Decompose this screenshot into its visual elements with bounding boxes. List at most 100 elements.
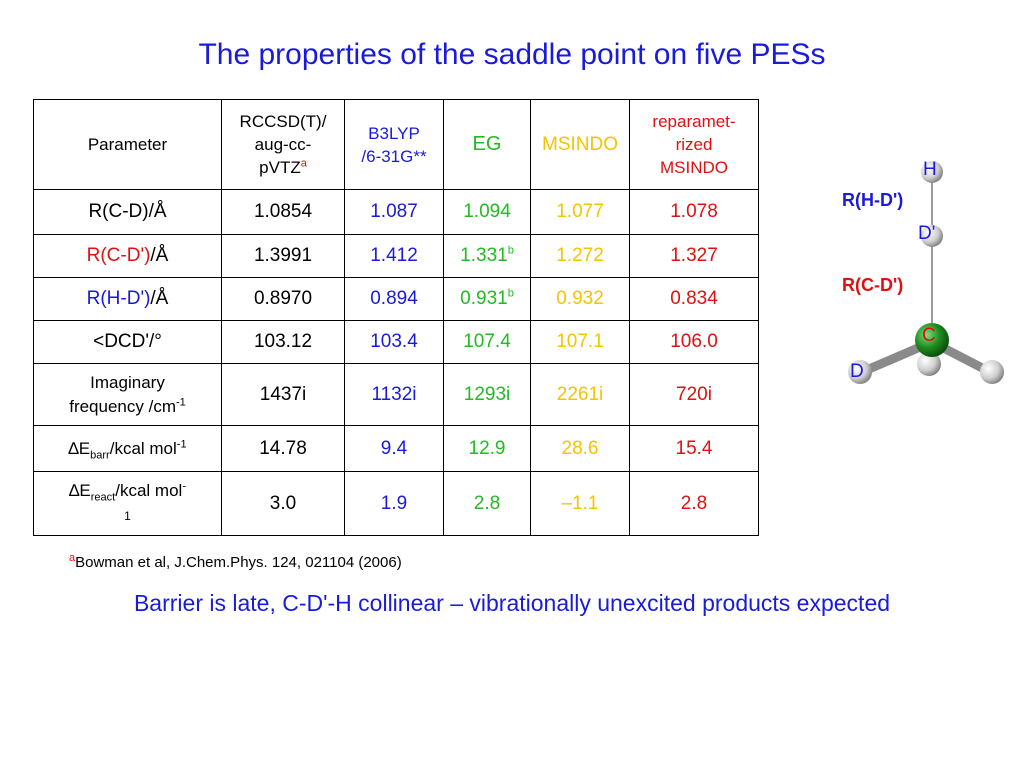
- table-row: R(C-D)/Å 1.0854 1.087 1.094 1.077 1.078: [33, 189, 759, 235]
- molecule-structure-icon: [848, 161, 1004, 384]
- header-rccsd-line3: pVTZ: [259, 158, 301, 177]
- rep-cell: 720i: [629, 363, 759, 426]
- atom-h: [921, 161, 943, 183]
- msindo-cell: 1.272: [530, 234, 630, 278]
- msindo-cell: 0.932: [530, 277, 630, 321]
- param-superscript-wrap: 1: [124, 509, 131, 523]
- msindo-cell: 28.6: [530, 425, 630, 472]
- param-label: R(C-D)/Å: [88, 201, 167, 222]
- rccsd-cell: 1.3991: [221, 234, 345, 278]
- eg-cell: 1.331b: [443, 234, 531, 278]
- delta-symbol: ∆E: [69, 481, 91, 500]
- b3lyp-cell: 1.412: [344, 234, 444, 278]
- rep-cell: 1.327: [629, 234, 759, 278]
- eg-cell: 0.931b: [443, 277, 531, 321]
- rep-cell: 2.8: [629, 471, 759, 536]
- table-row: ∆Ebarr/kcal mol-1 14.78 9.4 12.9 28.6 15…: [33, 425, 759, 472]
- b3lyp-cell: 103.4: [344, 320, 444, 364]
- param-cell: R(C-D')/Å: [33, 234, 222, 278]
- b3lyp-cell: 1.9: [344, 471, 444, 536]
- atom-c: [915, 323, 949, 357]
- table-header-row: Parameter RCCSD(T)/ aug-cc- pVTZa B3LYP …: [33, 99, 759, 190]
- rccsd-cell: 1437i: [221, 363, 345, 426]
- b3lyp-cell: 1.087: [344, 189, 444, 235]
- back-atom: [917, 352, 941, 376]
- param-label-line2: frequency /cm: [69, 396, 176, 416]
- eg-footnote-mark: b: [507, 244, 514, 257]
- header-msindo-label: MSINDO: [542, 134, 618, 155]
- param-cell: R(H-D')/Å: [33, 277, 222, 321]
- b3lyp-cell: 9.4: [344, 425, 444, 472]
- table-row: <DCD'/° 103.12 103.4 107.4 107.1 106.0: [33, 320, 759, 364]
- eg-value: 1.331: [460, 245, 508, 266]
- msindo-cell: –1.1: [530, 471, 630, 536]
- param-label: <DCD'/°: [93, 331, 162, 352]
- footnote-text: Bowman et al, J.Chem.Phys. 124, 021104 (…: [75, 554, 402, 571]
- label-d: D: [850, 361, 864, 382]
- footnote-mark: a: [69, 552, 76, 564]
- rep-cell: 106.0: [629, 320, 759, 364]
- param-cell: ∆Ebarr/kcal mol-1: [33, 425, 222, 472]
- eg-cell: 1293i: [443, 363, 531, 426]
- param-subscript: barr: [90, 448, 110, 461]
- eg-footnote-mark: b: [507, 287, 514, 300]
- header-eg-label: EG: [472, 133, 502, 155]
- table-row: Imaginary frequency /cm-1 1437i 1132i 12…: [33, 363, 759, 426]
- properties-table: Parameter RCCSD(T)/ aug-cc- pVTZa B3LYP …: [33, 99, 759, 536]
- param-label-colored: R(C-D'): [86, 245, 151, 266]
- header-b3lyp-line1: B3LYP: [368, 123, 420, 143]
- table-row: ∆Ereact/kcal mol- 1 3.0 1.9 2.8 –1.1 2.8: [33, 471, 759, 536]
- eg-cell: 107.4: [443, 320, 531, 364]
- eg-cell: 12.9: [443, 425, 531, 472]
- rccsd-cell: 0.8970: [221, 277, 345, 321]
- header-msindo: MSINDO: [530, 99, 630, 190]
- label-r-hd: R(H-D'): [842, 190, 904, 210]
- param-unit: /Å: [150, 245, 169, 266]
- atom-d: [848, 360, 872, 384]
- conclusion-text: Barrier is late, C-D'-H collinear – vibr…: [133, 590, 891, 616]
- rccsd-cell: 3.0: [221, 471, 345, 536]
- delta-symbol: ∆E: [68, 438, 91, 458]
- param-superscript: -1: [176, 437, 187, 450]
- param-unit: /kcal mol: [115, 481, 183, 500]
- header-rep-line1: reparamet-: [652, 112, 736, 131]
- header-b3lyp: B3LYP /6-31G**: [344, 99, 444, 190]
- eg-cell: 1.094: [443, 189, 531, 235]
- header-b3lyp-line2: /6-31G**: [361, 146, 427, 166]
- param-unit: /Å: [150, 288, 169, 309]
- rep-cell: 15.4: [629, 425, 759, 472]
- header-reparametrized: reparamet- rized MSINDO: [629, 99, 759, 190]
- rccsd-cell: 103.12: [221, 320, 345, 364]
- atom-d-prime: [921, 225, 943, 247]
- param-label-line1: Imaginary: [90, 372, 165, 392]
- label-d-prime: D': [918, 223, 936, 244]
- label-r-cd: R(C-D'): [842, 275, 904, 295]
- param-cell: ∆Ereact/kcal mol- 1: [33, 471, 222, 536]
- header-parameter-label: Parameter: [87, 135, 168, 154]
- header-eg: EG: [443, 99, 531, 190]
- param-subscript: react: [90, 491, 116, 504]
- param-superscript: -: [182, 480, 186, 493]
- rep-cell: 0.834: [629, 277, 759, 321]
- eg-value: 0.931: [460, 288, 508, 309]
- msindo-cell: 1.077: [530, 189, 630, 235]
- param-label-colored: R(H-D'): [86, 288, 151, 309]
- footnote: aBowman et al, J.Chem.Phys. 124, 021104 …: [69, 552, 402, 572]
- msindo-cell: 2261i: [530, 363, 630, 426]
- b3lyp-cell: 0.894: [344, 277, 444, 321]
- eg-cell: 2.8: [443, 471, 531, 536]
- label-h: H: [923, 159, 937, 180]
- header-rccsd: RCCSD(T)/ aug-cc- pVTZa: [221, 99, 345, 190]
- rep-cell: 1.078: [629, 189, 759, 235]
- param-unit: /kcal mol: [109, 438, 177, 458]
- saddle-point-molecule: H D' C D R(H-D') R(C-D'): [836, 150, 1024, 410]
- header-rep-line3: MSINDO: [660, 158, 728, 177]
- param-cell: R(C-D)/Å: [33, 189, 222, 235]
- b3lyp-cell: 1132i: [344, 363, 444, 426]
- label-c: C: [922, 325, 936, 346]
- param-superscript: -1: [175, 395, 186, 408]
- header-parameter: Parameter: [33, 99, 222, 190]
- atom-h-right: [980, 360, 1004, 384]
- slide-title: The properties of the saddle point on fi…: [198, 38, 826, 71]
- header-rccsd-line1: RCCSD(T)/: [239, 112, 327, 131]
